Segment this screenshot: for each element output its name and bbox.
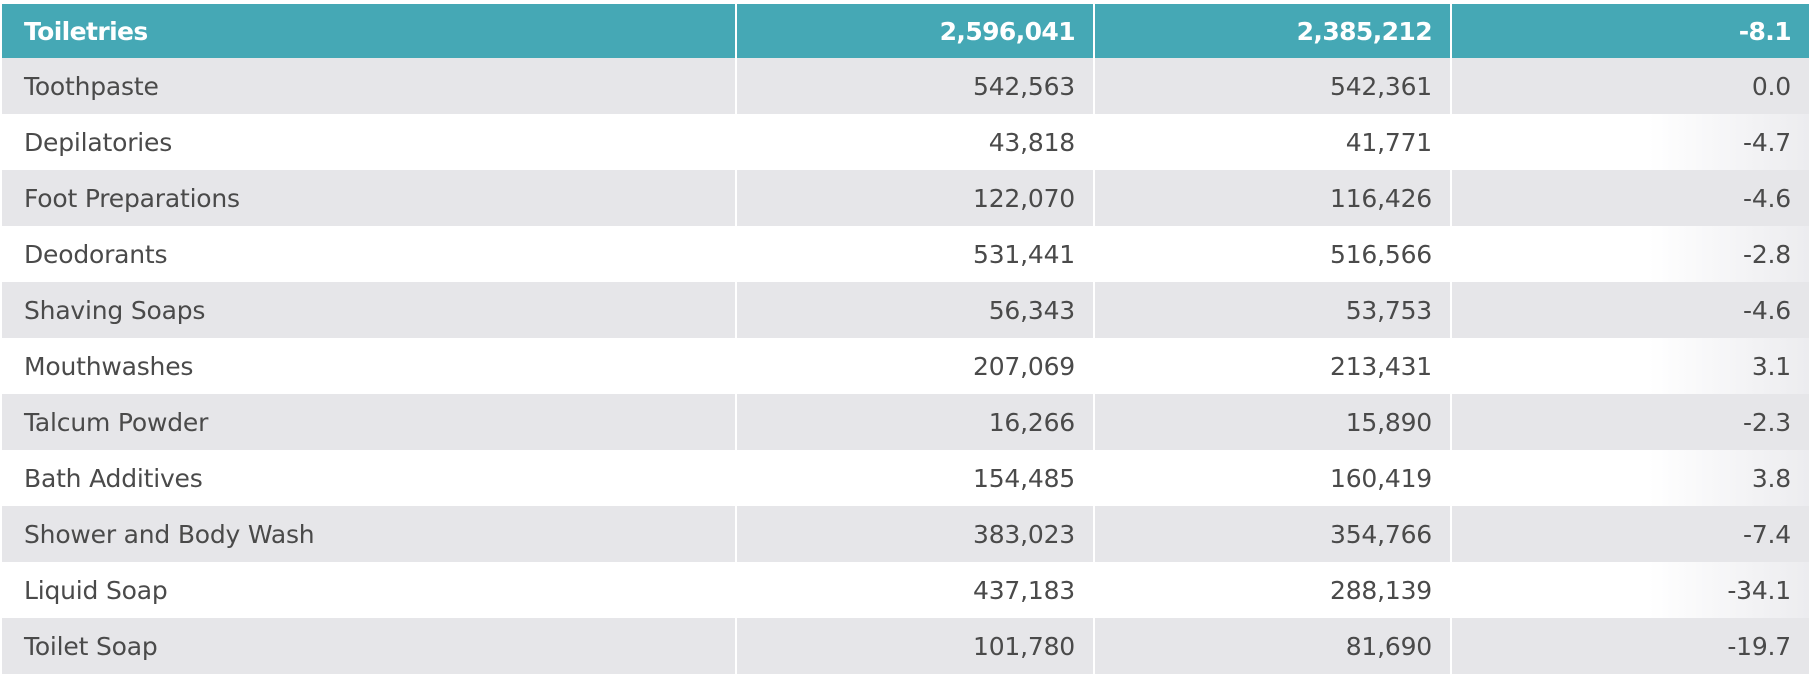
- row-value-a: 437,183: [735, 562, 1094, 618]
- row-value-b: 288,139: [1093, 562, 1451, 618]
- row-category: Deodorants: [2, 226, 736, 282]
- table-header-row: Toiletries 2,596,041 2,385,212 -8.1: [2, 4, 1809, 58]
- row-category: Talcum Powder: [2, 394, 736, 450]
- table-row: Foot Preparations 122,070 116,426 -4.6: [2, 170, 1809, 226]
- row-value-b: 516,566: [1093, 226, 1451, 282]
- row-category: Foot Preparations: [2, 170, 736, 226]
- toiletries-table: Toiletries 2,596,041 2,385,212 -8.1 Toot…: [2, 4, 1809, 674]
- row-value-b: 542,361: [1093, 58, 1451, 114]
- table-row: Mouthwashes 207,069 213,431 3.1: [2, 338, 1809, 394]
- row-value-a: 43,818: [735, 114, 1094, 170]
- row-value-a: 531,441: [735, 226, 1094, 282]
- row-change: -4.6: [1450, 170, 1809, 226]
- row-value-a: 383,023: [735, 506, 1094, 562]
- row-value-b: 354,766: [1093, 506, 1451, 562]
- row-change: 3.1: [1450, 338, 1809, 394]
- table-row: Depilatories 43,818 41,771 -4.7: [2, 114, 1809, 170]
- row-change: -2.8: [1450, 226, 1809, 282]
- table-row: Liquid Soap 437,183 288,139 -34.1: [2, 562, 1809, 618]
- row-change: 0.0: [1450, 58, 1809, 114]
- row-value-a: 207,069: [735, 338, 1094, 394]
- row-value-b: 81,690: [1093, 618, 1451, 674]
- row-value-a: 122,070: [735, 170, 1094, 226]
- row-value-a: 101,780: [735, 618, 1094, 674]
- table-row: Talcum Powder 16,266 15,890 -2.3: [2, 394, 1809, 450]
- header-value-b: 2,385,212: [1093, 4, 1451, 58]
- table-row: Toothpaste 542,563 542,361 0.0: [2, 58, 1809, 114]
- header-value-a: 2,596,041: [735, 4, 1094, 58]
- row-value-b: 41,771: [1093, 114, 1451, 170]
- row-value-b: 160,419: [1093, 450, 1451, 506]
- row-category: Liquid Soap: [2, 562, 736, 618]
- row-change: -19.7: [1450, 618, 1809, 674]
- row-change: -34.1: [1450, 562, 1809, 618]
- row-category: Bath Additives: [2, 450, 736, 506]
- row-category: Shower and Body Wash: [2, 506, 736, 562]
- row-category: Shaving Soaps: [2, 282, 736, 338]
- row-value-a: 56,343: [735, 282, 1094, 338]
- row-value-b: 116,426: [1093, 170, 1451, 226]
- row-change: -2.3: [1450, 394, 1809, 450]
- row-category: Toothpaste: [2, 58, 736, 114]
- row-change: -7.4: [1450, 506, 1809, 562]
- row-change: -4.6: [1450, 282, 1809, 338]
- row-value-b: 213,431: [1093, 338, 1451, 394]
- table-row: Shaving Soaps 56,343 53,753 -4.6: [2, 282, 1809, 338]
- header-change: -8.1: [1450, 4, 1809, 58]
- table-row: Bath Additives 154,485 160,419 3.8: [2, 450, 1809, 506]
- row-value-b: 15,890: [1093, 394, 1451, 450]
- row-category: Depilatories: [2, 114, 736, 170]
- table-row: Deodorants 531,441 516,566 -2.8: [2, 226, 1809, 282]
- row-value-a: 16,266: [735, 394, 1094, 450]
- row-value-a: 542,563: [735, 58, 1094, 114]
- row-category: Mouthwashes: [2, 338, 736, 394]
- table-row: Shower and Body Wash 383,023 354,766 -7.…: [2, 506, 1809, 562]
- row-change: 3.8: [1450, 450, 1809, 506]
- row-change: -4.7: [1450, 114, 1809, 170]
- row-value-b: 53,753: [1093, 282, 1451, 338]
- row-value-a: 154,485: [735, 450, 1094, 506]
- toiletries-table-container: Toiletries 2,596,041 2,385,212 -8.1 Toot…: [2, 4, 1809, 674]
- header-category: Toiletries: [2, 4, 736, 58]
- table-row: Toilet Soap 101,780 81,690 -19.7: [2, 618, 1809, 674]
- row-category: Toilet Soap: [2, 618, 736, 674]
